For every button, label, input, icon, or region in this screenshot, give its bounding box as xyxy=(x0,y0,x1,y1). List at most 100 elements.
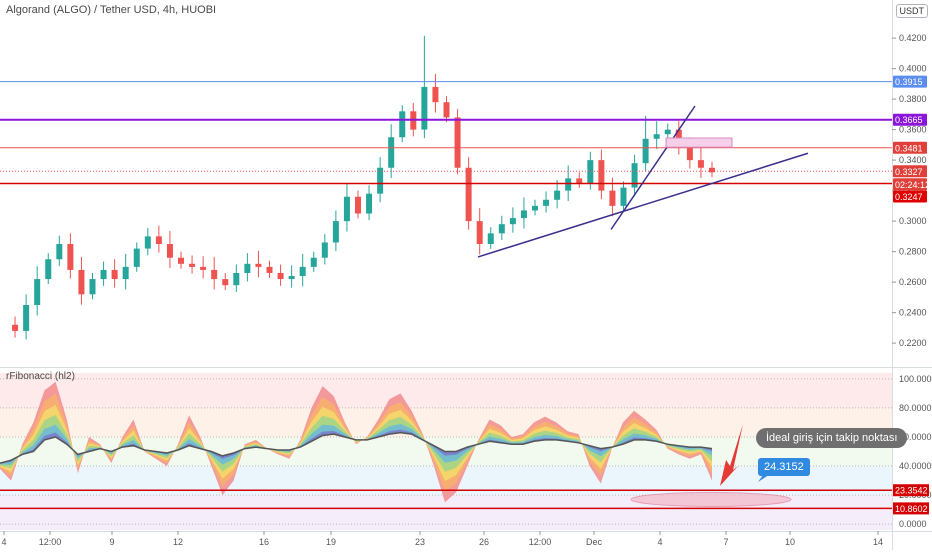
candle-body xyxy=(432,86,439,103)
price-tag xyxy=(893,75,927,88)
time-tick-label: 23 xyxy=(415,537,425,547)
time-tick-label: Dec xyxy=(586,537,603,547)
price-tag-label: 0.3665 xyxy=(895,115,923,125)
candle-body xyxy=(520,210,527,219)
down-arrow-icon xyxy=(720,424,743,486)
price-tag-label: 0.3481 xyxy=(895,143,923,153)
candle-body xyxy=(355,196,361,214)
candle-body xyxy=(421,86,428,130)
price-tag xyxy=(893,165,927,178)
candle-body xyxy=(587,160,594,183)
candle-body xyxy=(388,137,395,168)
currency-button[interactable]: USDT xyxy=(895,4,928,18)
candle-body xyxy=(377,167,384,194)
time-tick-label: 16 xyxy=(259,537,269,547)
candle-body xyxy=(299,266,306,277)
time-tick-label: 4 xyxy=(657,537,662,547)
time-tick-label: 4 xyxy=(1,537,6,547)
candle-body xyxy=(664,129,671,135)
candle-body xyxy=(122,266,129,280)
indicator-tick-label: 60.0000 xyxy=(899,432,932,442)
candle-body xyxy=(532,205,538,211)
indicator-tick-label: 100.0000 xyxy=(899,374,932,384)
price-tick-label: 0.3400 xyxy=(899,155,927,165)
candle-body xyxy=(565,178,572,191)
candle-body xyxy=(233,272,240,286)
time-tick-label: 19 xyxy=(326,537,336,547)
candle-body xyxy=(23,305,30,331)
candle-body xyxy=(321,242,328,258)
candle-body xyxy=(509,218,516,225)
time-tick-label: 12:00 xyxy=(529,537,552,547)
candle-body xyxy=(211,269,218,280)
candle-body xyxy=(100,269,107,280)
candle-body xyxy=(200,266,207,270)
candles-group xyxy=(12,35,715,340)
candle-body xyxy=(399,111,406,138)
indicator-tick-label: 40.0000 xyxy=(899,461,932,471)
price-tick-label: 0.2800 xyxy=(899,247,927,257)
target-zone-ellipse xyxy=(630,491,792,507)
candle-body xyxy=(78,269,85,295)
price-tick-label: 0.2600 xyxy=(899,277,927,287)
candle-body xyxy=(12,324,19,331)
price-tag-label: 02:24:12 xyxy=(895,180,930,190)
time-tick-label: 26 xyxy=(479,537,489,547)
candle-body xyxy=(465,167,472,222)
candle-body xyxy=(443,102,450,118)
hl2-line xyxy=(0,431,713,464)
candle-body xyxy=(487,233,494,244)
steep-trendline xyxy=(610,105,696,230)
candle-body xyxy=(332,221,339,243)
time-tick-label: 9 xyxy=(109,537,114,547)
candle-body xyxy=(178,257,184,264)
price-tick-label: 0.3600 xyxy=(899,125,927,135)
price-tick-label: 0.3000 xyxy=(899,216,927,226)
candle-body xyxy=(266,266,273,273)
candle-body xyxy=(45,259,52,280)
ascending-trendline xyxy=(477,152,809,258)
price-tag xyxy=(893,113,927,126)
price-tick-label: 0.3800 xyxy=(899,94,927,104)
price-tag xyxy=(893,141,927,154)
fib-band xyxy=(0,407,892,437)
candle-body xyxy=(343,196,350,222)
candle-body xyxy=(189,263,196,267)
candle-body xyxy=(56,244,63,260)
supply-zone-box xyxy=(665,137,733,148)
candle-body xyxy=(288,276,295,280)
fib-band xyxy=(0,373,892,408)
candle-body xyxy=(543,199,550,206)
fib-area-layer xyxy=(0,393,712,492)
price-tick-label: 0.4000 xyxy=(899,64,927,74)
candle-body xyxy=(222,279,229,286)
indicator-tag xyxy=(893,502,929,515)
candle-body xyxy=(34,279,41,305)
time-tick-label: 7 xyxy=(723,537,728,547)
candle-body xyxy=(609,190,616,206)
candle-body xyxy=(642,138,649,164)
fib-area-group xyxy=(0,381,712,503)
candle-body xyxy=(476,221,483,244)
candle-body xyxy=(498,224,505,234)
candle-body xyxy=(620,187,627,206)
indicator-tag xyxy=(893,484,929,497)
candle-body xyxy=(89,279,96,295)
candle-body xyxy=(454,117,461,168)
candle-body xyxy=(277,272,284,280)
candle-body xyxy=(67,244,74,270)
candle-body xyxy=(697,160,704,168)
candle-body xyxy=(598,160,605,191)
price-tick-label: 0.4200 xyxy=(899,33,927,43)
candle-body xyxy=(576,178,583,183)
entry-value-badge: 24.3152 xyxy=(758,458,810,476)
candle-body xyxy=(686,147,693,161)
entry-callout: İdeal giriş için takip noktası xyxy=(756,428,908,448)
candle-body xyxy=(155,236,162,244)
indicator-title: rFibonacci (hl2) xyxy=(6,371,75,382)
candle-body xyxy=(166,244,173,258)
time-tick-label: 14 xyxy=(873,537,883,547)
candle-body xyxy=(111,269,118,280)
